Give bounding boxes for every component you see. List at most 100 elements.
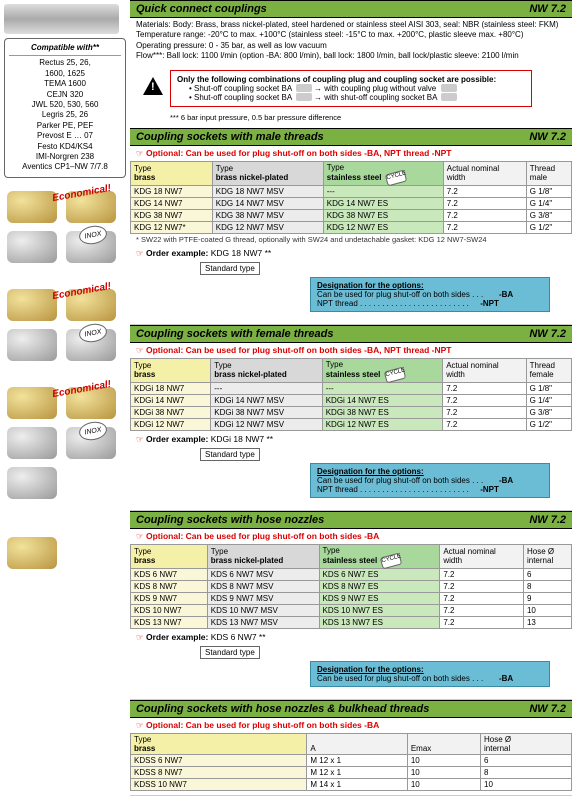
designation-box: Designation for the options: Can be used…: [310, 463, 550, 498]
table-cell: KDSS 6 NW7: [131, 754, 307, 766]
order-line: ☞ Order example: KDG 18 NW7 **: [130, 245, 572, 262]
col-hdr: Typebrass nickel-plated: [207, 544, 319, 568]
col-hdr: Typestainless steel CYCLE: [322, 358, 443, 382]
sec-title: Coupling sockets with male threads: [136, 131, 324, 143]
col-hdr: Typebrass: [131, 733, 307, 754]
table-cell: 7.2: [443, 418, 526, 430]
table-cell: KDS 8 NW7 MSV: [207, 580, 319, 592]
warn-title: Only the following combinations of coupl…: [177, 75, 496, 84]
table-row: KDSS 6 NW7M 12 x 1106: [131, 754, 572, 766]
table-cell: KDS 10 NW7 MSV: [207, 604, 319, 616]
table-cell: KDS 8 NW7 ES: [319, 580, 440, 592]
product-table: Typebrass A Emax Hose Øinternal KDSS 6 N…: [130, 733, 572, 791]
table-cell: KDG 14 NW7: [131, 197, 213, 209]
table-cell: KDG 12 NW7 ES: [323, 221, 443, 233]
table-cell: 9: [523, 592, 571, 604]
stdtype-label: Standard type: [200, 448, 260, 461]
col-hdr: Typestainless steel CYCLE: [319, 544, 440, 568]
optional-line: Optional: Can be used for plug shut-off …: [130, 718, 572, 733]
product-thumb-group: [4, 534, 126, 574]
table-cell: 7.2: [443, 197, 526, 209]
desig-title: Designation for the options:: [317, 281, 543, 290]
compat-line: CEJN 320: [9, 90, 121, 100]
table-cell: G 1/8": [526, 185, 571, 197]
col-hdr: Actual nominalwidth: [440, 544, 524, 568]
col-hdr: Actual nominalwidth: [443, 161, 526, 185]
table-cell: KDGi 12 NW7 MSV: [211, 418, 322, 430]
table-cell: G 1/2": [526, 221, 571, 233]
table-row: KDSS 10 NW7M 14 x 11010: [131, 778, 572, 790]
table-cell: 7.2: [440, 568, 524, 580]
compat-line: JWL 520, 530, 560: [9, 100, 121, 110]
connector-image: [4, 4, 119, 34]
product-thumb: [7, 231, 57, 263]
product-thumb: [7, 427, 57, 459]
table-cell: 6: [481, 754, 572, 766]
order-line: ☞ Order example: KDGi 18 NW7 **: [130, 431, 572, 448]
table-cell: KDGi 38 NW7: [131, 406, 211, 418]
specs-block: Materials: Body: Brass, brass nickel-pla…: [130, 18, 572, 66]
table-cell: KDG 14 NW7 MSV: [212, 197, 323, 209]
cycle-badge: CYCLE: [384, 169, 406, 186]
page-header: Quick connect couplings NW 7.2: [130, 0, 572, 18]
table-cell: KDG 12 NW7*: [131, 221, 213, 233]
warning-box: Only the following combinations of coupl…: [170, 70, 532, 107]
designation-box: Designation for the options: Can be used…: [310, 661, 550, 687]
table-cell: 13: [523, 616, 571, 628]
compat-box: Compatible with** Rectus 25, 26, 1600, 1…: [4, 38, 126, 178]
stdtype-label: Standard type: [200, 262, 260, 275]
table-cell: KDS 8 NW7: [131, 580, 208, 592]
col-hdr: Typebrass: [131, 161, 213, 185]
plug-icon: [441, 84, 457, 92]
table-cell: 7.2: [443, 185, 526, 197]
product-thumb: [7, 387, 57, 419]
compat-title: Compatible with**: [9, 43, 121, 56]
table-cell: KDGi 12 NW7: [131, 418, 211, 430]
product-thumb: [7, 537, 57, 569]
table-cell: KDG 18 NW7 MSV: [212, 185, 323, 197]
product-table: Typebrass Typebrass nickel-plated Typest…: [130, 544, 572, 629]
col-hdr: Typestainless steel CYCLE: [323, 161, 443, 185]
compat-line: TEMA 1600: [9, 79, 121, 89]
socket-icon: [296, 84, 312, 92]
spec-line: Operating pressure: 0 - 35 bar, as well …: [136, 41, 566, 51]
compat-line: 1600, 1625: [9, 69, 121, 79]
optional-line: Optional: Can be used for plug shut-off …: [130, 343, 572, 358]
col-hdr: Threadfemale: [526, 358, 571, 382]
table-cell: 7.2: [443, 221, 526, 233]
compat-line: Rectus 25, 26,: [9, 58, 121, 68]
table-row: KDGi 38 NW7KDGi 38 NW7 MSVKDGi 38 NW7 ES…: [131, 406, 572, 418]
table-cell: 7.2: [443, 406, 526, 418]
sec-code: NW 7.2: [529, 703, 566, 715]
table-cell: 10: [407, 754, 480, 766]
table-cell: G 1/2": [526, 418, 571, 430]
table-cell: KDGi 18 NW7: [131, 382, 211, 394]
product-thumb: [7, 289, 57, 321]
sec-header: Coupling sockets with female threads NW …: [130, 325, 572, 343]
table-row: KDG 38 NW7KDG 38 NW7 MSVKDG 38 NW7 ES7.2…: [131, 209, 572, 221]
table-cell: KDS 13 NW7: [131, 616, 208, 628]
product-table: Typebrass Typebrass nickel-plated Typest…: [130, 358, 572, 431]
col-hdr: Typebrass: [131, 358, 211, 382]
table-row: KDGi 14 NW7KDGi 14 NW7 MSVKDGi 14 NW7 ES…: [131, 394, 572, 406]
table-cell: 7.2: [443, 394, 526, 406]
col-hdr: Hose Øinternal: [523, 544, 571, 568]
table-row: KDGi 18 NW7------7.2G 1/8": [131, 382, 572, 394]
sec-header: Coupling sockets with hose nozzles NW 7.…: [130, 511, 572, 529]
header-title: Quick connect couplings: [136, 3, 267, 15]
product-thumb-group: Economical! INOX: [4, 286, 126, 366]
table-cell: G 3/8": [526, 406, 571, 418]
sec-code: NW 7.2: [529, 131, 566, 143]
table-cell: KDGi 14 NW7: [131, 394, 211, 406]
table-cell: KDS 9 NW7 MSV: [207, 592, 319, 604]
sec-code: NW 7.2: [529, 514, 566, 526]
table-cell: G 1/8": [526, 382, 571, 394]
product-table: Typebrass Typebrass nickel-plated Typest…: [130, 161, 572, 234]
table-cell: KDG 38 NW7: [131, 209, 213, 221]
table-cell: 10: [407, 766, 480, 778]
sec-title: Coupling sockets with female threads: [136, 328, 333, 340]
col-hdr: Typebrass: [131, 544, 208, 568]
socket-icon: [441, 93, 457, 101]
table-cell: ---: [211, 382, 322, 394]
table-cell: KDG 14 NW7 ES: [323, 197, 443, 209]
